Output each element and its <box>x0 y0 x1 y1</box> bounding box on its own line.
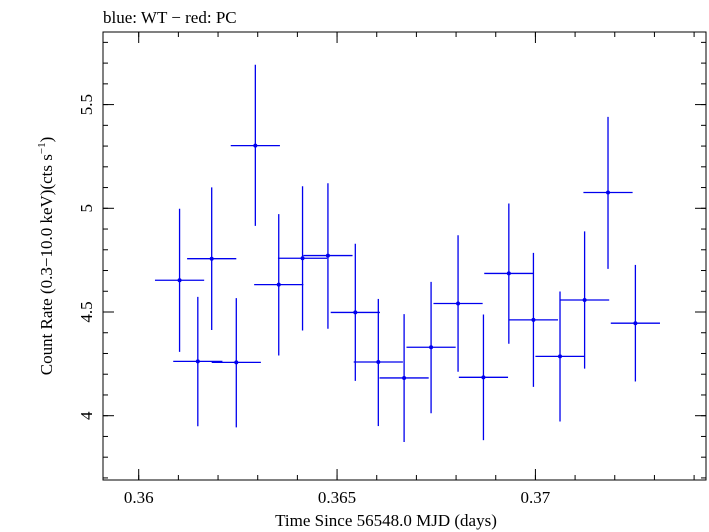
point-marker <box>253 143 258 148</box>
point-marker <box>606 190 611 195</box>
data-point <box>353 298 403 427</box>
point-marker <box>376 359 381 364</box>
y-tick-label: 5 <box>77 204 96 213</box>
y-axis-label: Count Rate (0.3−10.0 keV)(cts s−1) <box>36 137 56 376</box>
point-marker <box>234 360 239 365</box>
point-marker <box>582 297 587 302</box>
data-point <box>277 186 328 331</box>
data-point <box>254 214 304 356</box>
data-point <box>230 64 280 226</box>
point-marker <box>353 310 358 315</box>
chart-title: blue: WT − red: PC <box>103 8 237 27</box>
point-marker <box>429 345 434 350</box>
data-point <box>583 116 633 269</box>
axis-ticks <box>103 32 706 480</box>
data-point <box>330 243 380 381</box>
data-point <box>610 264 660 382</box>
data-point <box>458 314 509 441</box>
data-points <box>154 64 660 443</box>
point-marker <box>506 271 511 276</box>
data-point <box>379 314 429 443</box>
x-tick-label: 0.365 <box>318 488 356 507</box>
y-axis-label-main: Count Rate (0.3−10.0 keV)(cts s <box>37 154 56 375</box>
y-tick-label: 4.5 <box>77 301 96 322</box>
data-point <box>508 252 559 387</box>
point-marker <box>558 354 563 359</box>
data-point <box>433 235 483 372</box>
tick-labels: 0.36 0.365 0.37 4 4.5 5 5.5 <box>77 94 551 507</box>
y-axis-label-close: ) <box>37 137 56 143</box>
data-point <box>303 183 353 329</box>
point-marker <box>209 256 214 261</box>
point-marker <box>300 256 305 261</box>
point-marker <box>456 301 461 306</box>
data-point <box>535 291 585 422</box>
data-point <box>211 298 261 428</box>
point-marker <box>633 321 638 326</box>
point-marker <box>325 253 330 258</box>
x-tick-label: 0.36 <box>124 488 154 507</box>
data-point <box>173 296 223 427</box>
data-point <box>406 281 456 414</box>
data-point <box>484 203 534 344</box>
point-marker <box>276 282 281 287</box>
x-axis-label: Time Since 56548.0 MJD (days) <box>275 511 497 530</box>
point-marker <box>531 317 536 322</box>
data-point <box>154 208 205 352</box>
data-point <box>560 231 610 369</box>
y-tick-label: 5.5 <box>77 94 96 115</box>
y-axis-label-exponent: −1 <box>36 142 48 154</box>
point-marker <box>402 375 407 380</box>
y-tick-label: 4 <box>77 411 96 420</box>
point-marker <box>177 278 182 283</box>
point-marker <box>195 359 200 364</box>
plot-frame <box>102 31 707 481</box>
x-tick-label: 0.37 <box>521 488 551 507</box>
data-point <box>187 187 237 331</box>
point-marker <box>481 375 486 380</box>
